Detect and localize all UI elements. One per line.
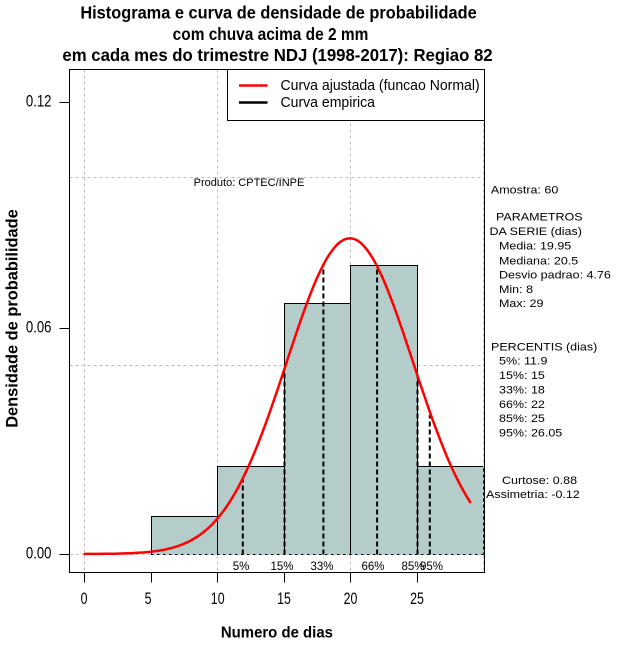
svg-text:Numero de dias: Numero de dias <box>221 624 333 642</box>
svg-text:5%: 11.9: 5%: 11.9 <box>499 355 547 367</box>
svg-text:Curva empirica: Curva empirica <box>281 95 376 111</box>
svg-text:0.06: 0.06 <box>26 319 52 337</box>
svg-text:85%: 25: 85%: 25 <box>499 413 545 425</box>
svg-text:10: 10 <box>211 591 225 609</box>
svg-text:Amostra: 60: Amostra: 60 <box>491 184 559 196</box>
svg-text:Produto: CPTEC/INPE: Produto: CPTEC/INPE <box>194 177 305 189</box>
svg-text:33%: 18: 33%: 18 <box>499 384 545 396</box>
svg-text:Min: 8: Min: 8 <box>499 284 533 296</box>
svg-text:15%: 15: 15%: 15 <box>499 370 545 382</box>
svg-text:66%: 66% <box>361 561 384 573</box>
svg-text:PERCENTIS (dias): PERCENTIS (dias) <box>491 341 597 353</box>
svg-text:95%: 95% <box>420 561 443 573</box>
svg-text:5: 5 <box>145 591 152 609</box>
svg-text:15: 15 <box>277 591 291 609</box>
svg-text:5%: 5% <box>233 561 250 573</box>
svg-text:25: 25 <box>410 591 424 609</box>
svg-text:DA SERIE (dias): DA SERIE (dias) <box>490 226 583 238</box>
svg-text:0.00: 0.00 <box>26 545 52 563</box>
svg-text:Curva ajustada (funcao Normal): Curva ajustada (funcao Normal) <box>281 78 480 94</box>
svg-text:Mediana: 20.5: Mediana: 20.5 <box>499 255 578 267</box>
svg-text:20: 20 <box>344 591 358 609</box>
svg-text:15%: 15% <box>270 561 293 573</box>
svg-text:Max: 29: Max: 29 <box>499 298 543 310</box>
svg-text:95%: 26.05: 95%: 26.05 <box>499 427 562 439</box>
svg-text:66%: 22: 66%: 22 <box>499 399 545 411</box>
svg-text:PARAMETROS: PARAMETROS <box>496 211 583 223</box>
svg-text:0: 0 <box>81 591 88 609</box>
svg-text:Desvio padrao: 4.76: Desvio padrao: 4.76 <box>499 269 611 281</box>
svg-text:Curtose: 0.88: Curtose: 0.88 <box>502 475 577 487</box>
svg-text:Assimetria: -0.12: Assimetria: -0.12 <box>486 489 580 501</box>
svg-text:em cada mes do trimestre NDJ (: em cada mes do trimestre NDJ (1998-2017)… <box>62 44 492 65</box>
svg-text:33%: 33% <box>310 561 333 573</box>
svg-text:Densidade de probabilidade: Densidade de probabilidade <box>4 209 22 428</box>
svg-text:85%: 85% <box>401 561 424 573</box>
svg-text:Histograma e curva de densidad: Histograma e curva de densidade de proba… <box>80 2 476 23</box>
svg-text:com chuva acima de 2 mm: com chuva acima de 2 mm <box>173 24 369 44</box>
svg-text:Media: 19.95: Media: 19.95 <box>499 240 571 252</box>
svg-text:0.12: 0.12 <box>26 93 52 111</box>
